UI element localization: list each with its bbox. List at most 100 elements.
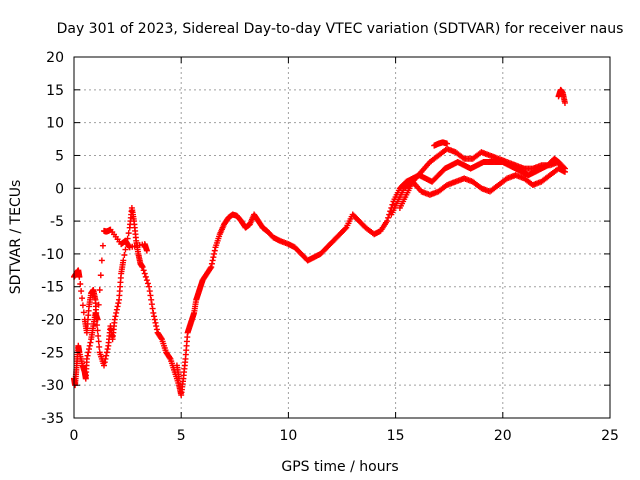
- data-point: [96, 287, 103, 294]
- data-point: [113, 306, 120, 313]
- axis-ticks: 0 5 10 15 20 25 -35 -30 -25 -20 -15 -10 -5 0 5 10 15 20: [41, 50, 619, 444]
- y-tick-label: -10: [41, 247, 64, 263]
- data-point: [444, 140, 451, 147]
- data-point: [76, 273, 83, 280]
- data-point: [385, 214, 392, 221]
- data-point: [113, 309, 120, 316]
- x-tick-label: 20: [494, 428, 512, 444]
- data-point: [150, 309, 157, 316]
- chart-title: Day 301 of 2023, Sidereal Day-to-day VTE…: [57, 21, 624, 37]
- x-tick-label: 15: [387, 428, 405, 444]
- grid-lines: [74, 57, 610, 418]
- y-tick-label: 0: [55, 181, 64, 197]
- data-point: [153, 323, 160, 330]
- data-point: [139, 264, 146, 271]
- data-point: [208, 260, 215, 267]
- data-point: [114, 303, 121, 310]
- data-point: [561, 99, 568, 106]
- series-track-upper: [396, 145, 568, 211]
- y-tick-label: 20: [46, 50, 64, 66]
- data-point: [151, 316, 158, 323]
- data-point: [140, 267, 147, 274]
- data-point: [384, 218, 391, 225]
- data-point: [99, 242, 106, 249]
- x-tick-label: 5: [177, 428, 186, 444]
- data-point: [79, 302, 86, 309]
- data-point: [95, 301, 102, 308]
- data-point: [87, 339, 94, 346]
- data-point: [101, 359, 108, 366]
- data-point: [208, 264, 215, 271]
- data-point: [79, 295, 86, 302]
- y-axis-label: SDTVAR / TECUs: [8, 180, 24, 295]
- data-point: [342, 225, 349, 232]
- y-tick-label: -5: [50, 214, 64, 230]
- data-point: [210, 254, 217, 261]
- data-point: [104, 346, 111, 353]
- data-point: [146, 288, 153, 295]
- y-tick-label: -35: [41, 411, 64, 427]
- data-point: [151, 313, 158, 320]
- data-point: [77, 280, 84, 287]
- data-point: [144, 280, 151, 287]
- data-point: [102, 355, 109, 362]
- data-point: [98, 257, 105, 264]
- data-point: [152, 319, 159, 326]
- data-point: [211, 247, 218, 254]
- data-point: [561, 168, 568, 175]
- data-point: [103, 349, 110, 356]
- y-tick-label: -20: [41, 313, 64, 329]
- data-point: [115, 300, 122, 307]
- data-point: [111, 316, 118, 323]
- y-tick-label: -15: [41, 280, 64, 296]
- data-point: [143, 247, 150, 254]
- data-point: [95, 338, 102, 345]
- data-point: [78, 288, 85, 295]
- x-tick-label: 10: [279, 428, 297, 444]
- data-point: [112, 313, 119, 320]
- x-tick-label: 0: [70, 428, 79, 444]
- data-point: [83, 355, 90, 362]
- y-tick-label: 10: [46, 116, 64, 132]
- data-point: [85, 349, 92, 356]
- data-point: [209, 257, 216, 264]
- data-point: [125, 230, 132, 237]
- data-point: [141, 270, 148, 277]
- data-points: [71, 86, 568, 399]
- data-point: [94, 322, 101, 329]
- data-point: [80, 309, 87, 316]
- data-point: [147, 292, 154, 299]
- data-point: [148, 301, 155, 308]
- data-point: [158, 335, 165, 342]
- plot-frame: [73, 56, 611, 419]
- data-point: [84, 352, 91, 359]
- y-tick-label: -30: [41, 378, 64, 394]
- y-tick-label: 5: [55, 148, 64, 164]
- data-point: [211, 250, 218, 257]
- data-point: [166, 354, 173, 361]
- data-point: [143, 277, 150, 284]
- data-point: [148, 296, 155, 303]
- data-point: [122, 246, 129, 253]
- data-point: [121, 252, 128, 259]
- data-point: [96, 343, 103, 350]
- data-point: [120, 257, 127, 264]
- data-point: [149, 305, 156, 312]
- data-point: [146, 283, 153, 290]
- data-point: [95, 332, 102, 339]
- data-point: [103, 352, 110, 359]
- x-tick-label: 25: [601, 428, 619, 444]
- data-point: [86, 346, 93, 353]
- data-point: [86, 342, 93, 349]
- data-point: [153, 326, 160, 333]
- series-track-lower: [388, 165, 568, 218]
- data-point: [101, 362, 108, 369]
- data-point: [94, 316, 101, 323]
- y-tick-label: -25: [41, 345, 64, 361]
- data-point: [389, 201, 396, 208]
- data-point: [97, 272, 104, 279]
- y-tick-label: 15: [46, 83, 64, 99]
- data-point: [142, 273, 149, 280]
- data-point: [176, 375, 183, 382]
